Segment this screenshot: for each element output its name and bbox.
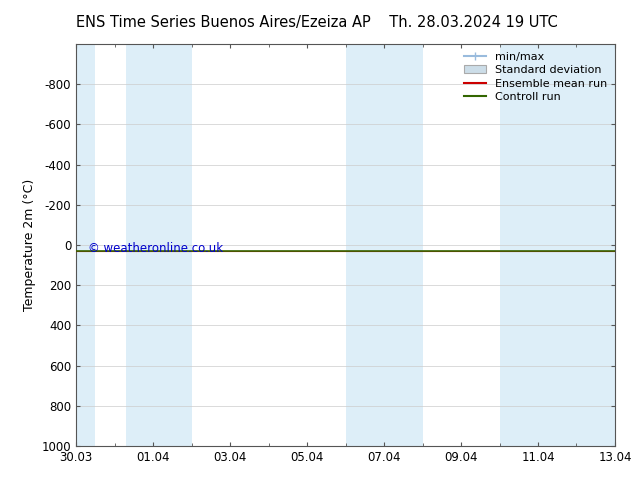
Bar — [346, 44, 422, 446]
Text: ENS Time Series Buenos Aires/Ezeiza AP    Th. 28.03.2024 19 UTC: ENS Time Series Buenos Aires/Ezeiza AP T… — [76, 15, 558, 30]
Legend: min/max, Standard deviation, Ensemble mean run, Controll run: min/max, Standard deviation, Ensemble me… — [460, 48, 612, 106]
Text: © weatheronline.co.uk: © weatheronline.co.uk — [87, 242, 223, 255]
Bar — [65, 44, 95, 446]
Y-axis label: Temperature 2m (°C): Temperature 2m (°C) — [23, 179, 36, 311]
Bar — [500, 44, 626, 446]
Bar — [126, 44, 191, 446]
